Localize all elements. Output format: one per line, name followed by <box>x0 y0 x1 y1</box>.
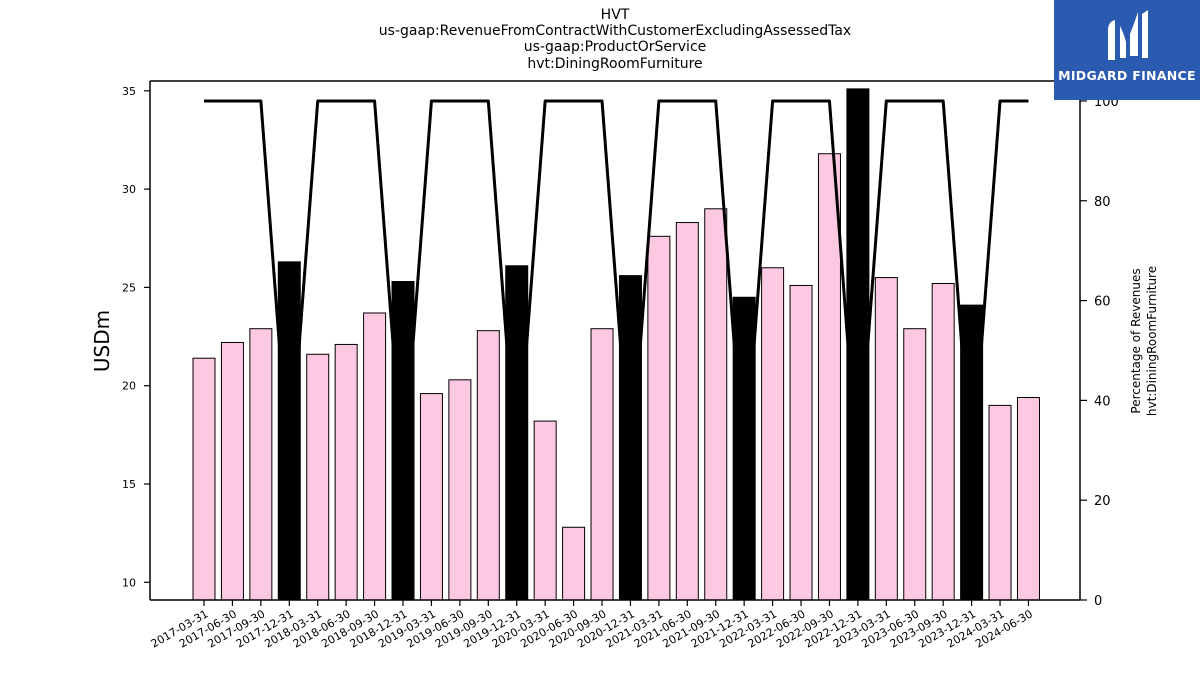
percentage-line <box>204 99 1029 477</box>
bar <box>505 265 529 601</box>
bar <box>419 393 443 601</box>
bar <box>590 328 614 601</box>
y-tick-label: 35 <box>122 85 136 98</box>
bar <box>931 282 955 601</box>
bar <box>1016 397 1040 601</box>
bar <box>363 312 387 601</box>
chart-subtitle-member: hvt:DiningRoomFurniture <box>527 56 703 72</box>
bar <box>476 330 500 601</box>
bar <box>846 88 870 601</box>
bar <box>789 284 813 601</box>
midgard-m-logo-icon <box>1108 10 1148 60</box>
bar <box>277 261 301 601</box>
bar <box>732 296 756 601</box>
y-tick-label: 30 <box>122 183 136 196</box>
bar <box>334 343 358 601</box>
bar <box>533 420 557 601</box>
y-tick-label: 20 <box>122 380 136 393</box>
y-tick-label: 25 <box>122 281 136 294</box>
y2-tick-label: 0 <box>1094 594 1102 609</box>
bar <box>391 281 415 601</box>
bar <box>220 341 244 601</box>
brand-logo: MIDGARD FINANCE <box>1054 0 1200 100</box>
y2-axis-label-line2: hvt:DiningRoomFurniture <box>1145 266 1159 416</box>
bar <box>306 353 330 601</box>
chart-subtitle-concept: us-gaap:RevenueFromContractWithCustomerE… <box>378 23 852 39</box>
bar <box>448 379 472 601</box>
y2-tick-label: 40 <box>1094 394 1111 409</box>
bar <box>761 267 785 601</box>
bar <box>249 328 273 601</box>
y2-axis-label-line1: Percentage of Revenues <box>1129 268 1143 413</box>
bar <box>192 357 216 601</box>
bar <box>874 277 898 601</box>
y-tick-label: 10 <box>122 576 136 589</box>
bar <box>675 222 699 601</box>
y2-tick-label: 80 <box>1094 195 1111 210</box>
brand-name: MIDGARD FINANCE <box>1058 68 1196 83</box>
y-axis-label: USDm <box>90 310 114 372</box>
chart-title: HVT <box>600 7 630 23</box>
bar <box>704 208 728 601</box>
y-tick-label: 15 <box>122 478 136 491</box>
chart-subtitle-axis: us-gaap:ProductOrService <box>523 39 707 55</box>
y2-tick-label: 60 <box>1094 295 1111 310</box>
bar <box>647 235 671 601</box>
bar <box>960 304 984 601</box>
y2-tick-label: 20 <box>1094 494 1111 509</box>
bar <box>988 404 1012 601</box>
bar <box>562 526 586 601</box>
bar <box>903 328 927 601</box>
bar <box>618 275 642 601</box>
